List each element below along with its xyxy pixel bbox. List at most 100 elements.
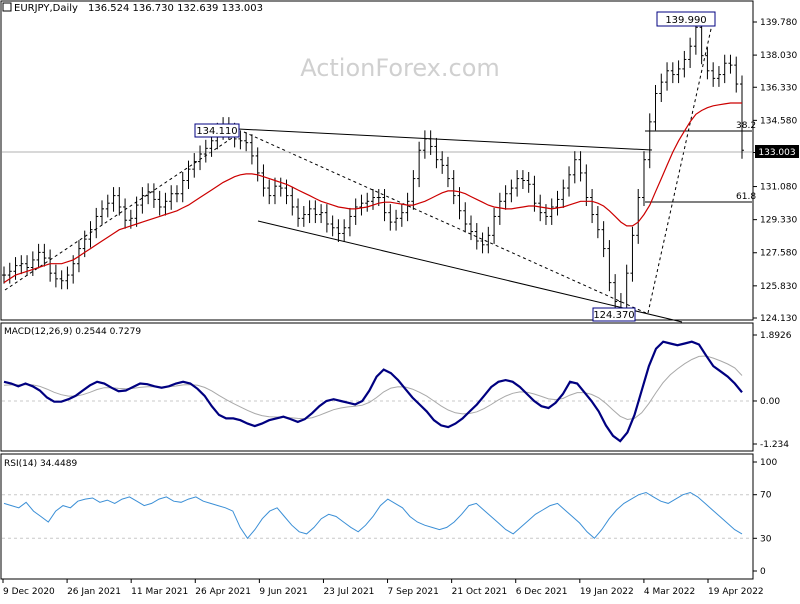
price-bar: [30, 251, 35, 277]
current-price-text: 133.003: [758, 148, 795, 158]
price-bar: [665, 62, 670, 91]
trendlines: [2, 19, 752, 323]
price-bar: [728, 54, 733, 74]
y-tick-label: 138.030: [760, 51, 797, 61]
price-bar: [463, 202, 468, 233]
macd-tick-label: 0.00: [760, 397, 780, 407]
price-labels: 134.110 139.990 124.370 38.2 61.8 133.00…: [194, 11, 799, 322]
price-bar: [59, 270, 64, 290]
price-bar: [469, 215, 474, 241]
x-tick-label: 23 Jul 2021: [323, 587, 374, 597]
price-bar: [42, 243, 47, 267]
price-bar: [405, 192, 410, 222]
price-bar: [474, 223, 479, 250]
price-bar: [186, 160, 191, 190]
price-bar: [19, 255, 24, 275]
price-bar: [636, 189, 641, 244]
price-bar: [682, 50, 687, 78]
y-tick-label: 129.330: [760, 216, 797, 226]
symbol-icon: [2, 2, 12, 12]
price-bar: [313, 200, 318, 224]
macd-title: MACD(12,26,9) 0.2544 0.7279: [4, 327, 141, 337]
price-bar: [434, 137, 439, 169]
price-bar: [584, 164, 589, 207]
price-bar: [440, 151, 445, 174]
price-bar: [244, 132, 249, 152]
price-bar: [549, 198, 554, 225]
price-bar: [480, 232, 485, 254]
price-bar: [457, 187, 462, 220]
price-bar: [163, 192, 168, 216]
current-price-badge: [755, 145, 799, 158]
y-tick-label: 124.130: [760, 314, 797, 324]
price-bar: [613, 274, 618, 311]
x-tick-label: 21 Oct 2021: [452, 587, 508, 597]
price-bar: [630, 226, 635, 282]
macd-tick-label: 1.8926: [760, 331, 792, 341]
ma-line: [3, 102, 742, 284]
macd-tick-label: -1.234: [760, 440, 789, 450]
price-bar: [169, 185, 174, 210]
price-bar: [13, 257, 18, 280]
price-bar: [307, 200, 312, 224]
axis-ticks: 139.780138.030136.330134.580132.880131.0…: [2, 18, 797, 597]
chart-header: EURJPY,Daily 136.524 136.730 132.639 133…: [2, 2, 263, 469]
price-bar: [515, 170, 520, 197]
price-bar: [641, 151, 646, 207]
price-bar: [451, 170, 456, 205]
price-bar: [324, 204, 329, 233]
price-bar: [445, 156, 450, 188]
price-bar: [151, 183, 156, 208]
price-bar: [7, 262, 12, 284]
price-bar: [140, 187, 145, 214]
x-tick-label: 19 Apr 2022: [708, 587, 764, 597]
price-bar: [111, 187, 116, 212]
price-bar: [676, 60, 681, 84]
price-bar: [359, 194, 364, 216]
dashed-fall-line: [243, 131, 647, 314]
price-bar: [117, 187, 122, 216]
price-bar: [711, 62, 716, 87]
price-bar: [705, 47, 710, 80]
y-tick-label: 136.330: [760, 83, 797, 93]
price-bar: [555, 190, 560, 216]
price-bar: [146, 183, 151, 205]
price-bar: [520, 170, 525, 190]
price-bar: [65, 266, 70, 290]
price-bar: [422, 130, 427, 159]
price-bar: [123, 198, 128, 229]
price-bar: [157, 190, 162, 216]
price-bar: [48, 249, 53, 282]
x-tick-label: 11 Mar 2021: [131, 587, 188, 597]
rsi-line: [3, 491, 743, 540]
price-bar: [319, 204, 324, 224]
price-bar: [503, 185, 508, 210]
watermark-text: ActionForex.com: [300, 54, 500, 82]
price-bar: [336, 219, 341, 242]
price-bar: [722, 54, 727, 84]
price-bars: [2, 18, 744, 322]
price-bar: [272, 177, 277, 205]
price-bar: [134, 196, 139, 227]
price-bar: [278, 177, 283, 197]
x-tick-label: 19 Jan 2022: [580, 587, 634, 597]
price-bar: [284, 179, 289, 205]
x-tick-label: 4 Mar 2022: [644, 587, 695, 597]
price-bar: [198, 145, 203, 171]
price-bar: [382, 189, 387, 222]
x-tick-label: 26 Jan 2021: [67, 587, 121, 597]
price-bar: [94, 207, 99, 239]
price-bar: [601, 221, 606, 258]
price-bar: [249, 134, 254, 165]
price-bar: [578, 151, 583, 182]
symbol-label: EURJPY,Daily: [14, 3, 78, 14]
y-tick-label: 131.080: [760, 183, 797, 193]
fib-382-label: 38.2: [736, 121, 756, 131]
rsi-tick-label: 30: [760, 534, 772, 544]
price-bar: [590, 189, 595, 224]
label-low: 124.370: [593, 310, 634, 321]
macd-main-line: [3, 340, 743, 443]
x-tick-label: 7 Sep 2021: [388, 587, 439, 597]
price-bar: [342, 219, 347, 242]
